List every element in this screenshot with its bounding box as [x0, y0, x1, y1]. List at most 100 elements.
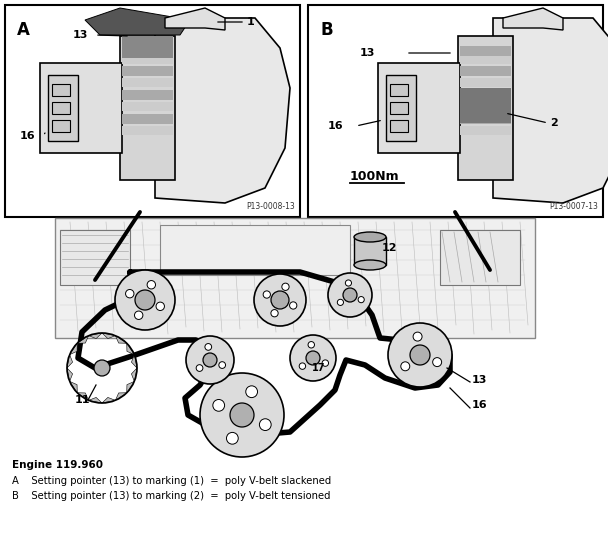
Circle shape — [271, 309, 278, 317]
Circle shape — [254, 274, 306, 326]
Text: 100Nm: 100Nm — [350, 169, 399, 182]
Circle shape — [263, 291, 271, 298]
Bar — [122, 102, 173, 111]
Bar — [460, 66, 511, 76]
Bar — [354, 237, 386, 265]
Circle shape — [290, 335, 336, 381]
Polygon shape — [165, 8, 225, 30]
Polygon shape — [70, 381, 77, 393]
Polygon shape — [126, 381, 134, 393]
Polygon shape — [503, 8, 563, 30]
Circle shape — [200, 373, 284, 457]
Bar — [60, 230, 130, 285]
Bar — [122, 126, 173, 135]
Text: A: A — [17, 21, 30, 39]
Circle shape — [205, 344, 212, 350]
Circle shape — [433, 358, 441, 366]
Bar — [48, 75, 78, 141]
Bar — [52, 102, 70, 114]
Circle shape — [322, 360, 328, 366]
Bar — [122, 90, 173, 100]
Polygon shape — [67, 368, 72, 381]
Circle shape — [135, 290, 155, 310]
Circle shape — [126, 289, 134, 298]
Bar — [122, 78, 173, 87]
Bar — [458, 36, 513, 180]
Bar — [460, 88, 511, 123]
Circle shape — [306, 351, 320, 365]
Polygon shape — [155, 18, 290, 203]
Polygon shape — [77, 336, 89, 343]
Circle shape — [186, 336, 234, 384]
Circle shape — [401, 362, 410, 371]
Bar — [122, 56, 173, 64]
Polygon shape — [67, 355, 72, 368]
Bar — [122, 36, 173, 58]
Bar — [460, 90, 511, 100]
Polygon shape — [116, 336, 126, 343]
Text: 16: 16 — [472, 400, 488, 410]
Circle shape — [246, 386, 258, 398]
Bar — [40, 63, 122, 153]
Bar — [460, 126, 511, 135]
Text: 17: 17 — [312, 363, 325, 373]
Bar — [460, 78, 511, 87]
Circle shape — [413, 332, 422, 341]
Circle shape — [115, 270, 175, 330]
Bar — [460, 114, 511, 124]
Circle shape — [226, 433, 238, 444]
Circle shape — [328, 273, 372, 317]
Circle shape — [196, 365, 203, 371]
Circle shape — [343, 288, 357, 302]
Bar — [386, 75, 416, 141]
Text: P13-0008-13: P13-0008-13 — [246, 202, 295, 211]
Bar — [122, 114, 173, 124]
Bar — [390, 120, 408, 132]
Polygon shape — [126, 343, 134, 355]
Polygon shape — [85, 8, 190, 35]
Text: 16: 16 — [328, 121, 344, 131]
Circle shape — [147, 280, 156, 289]
Text: 13: 13 — [360, 48, 375, 58]
Bar — [460, 56, 511, 64]
Polygon shape — [89, 333, 102, 338]
Text: B    Setting pointer (13) to marking (2)  =  poly V-belt tensioned: B Setting pointer (13) to marking (2) = … — [12, 491, 331, 501]
Circle shape — [134, 311, 143, 320]
Circle shape — [358, 296, 364, 303]
Bar — [390, 84, 408, 96]
Bar — [308, 5, 603, 217]
Circle shape — [219, 362, 226, 369]
Circle shape — [230, 403, 254, 427]
Text: 12: 12 — [382, 243, 398, 253]
Circle shape — [260, 419, 271, 430]
Bar — [390, 102, 408, 114]
Circle shape — [94, 360, 110, 376]
Bar — [460, 102, 511, 111]
Text: 11: 11 — [75, 395, 91, 405]
Bar — [122, 66, 173, 76]
Polygon shape — [131, 368, 137, 381]
Circle shape — [410, 345, 430, 365]
Text: 1: 1 — [247, 17, 255, 27]
Text: Engine 119.960: Engine 119.960 — [12, 460, 103, 470]
Circle shape — [203, 353, 217, 367]
Circle shape — [345, 280, 351, 286]
Bar — [52, 84, 70, 96]
Polygon shape — [77, 393, 89, 400]
Text: 2: 2 — [550, 118, 558, 128]
Polygon shape — [131, 355, 137, 368]
Circle shape — [271, 291, 289, 309]
Text: B: B — [320, 21, 333, 39]
Bar — [460, 46, 511, 56]
Text: P13-0007-13: P13-0007-13 — [549, 202, 598, 211]
Circle shape — [289, 302, 297, 309]
Circle shape — [337, 299, 344, 306]
Bar — [55, 218, 535, 338]
Ellipse shape — [354, 232, 386, 242]
Bar — [122, 46, 173, 56]
Bar — [30, 218, 578, 443]
Circle shape — [308, 342, 314, 348]
Text: 13: 13 — [73, 30, 88, 40]
Bar — [120, 36, 175, 180]
Polygon shape — [116, 393, 126, 400]
